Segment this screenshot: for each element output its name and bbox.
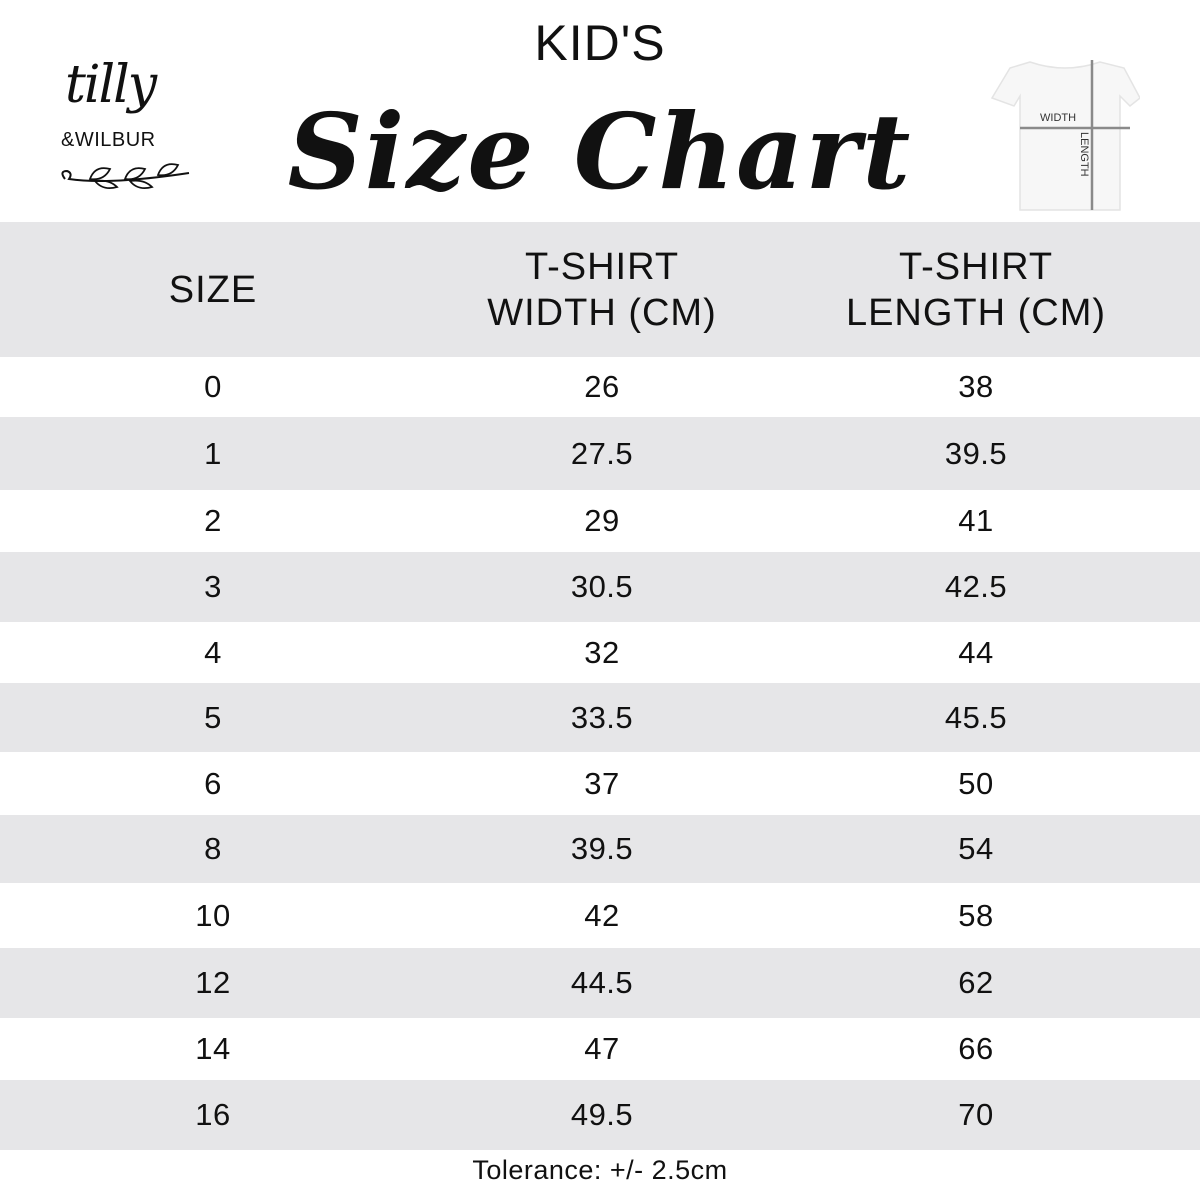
cell-length: 58	[958, 897, 994, 933]
cell-width: 26	[584, 369, 620, 404]
cell-size: 2	[204, 503, 222, 538]
table-row: 14 47 66	[0, 1018, 1200, 1080]
brand-logo: tilly &WILBUR	[55, 55, 205, 195]
cell-width: 27.5	[570, 435, 634, 471]
table-row: 8 39.5 54	[0, 815, 1200, 883]
table-row: 2 29 41	[0, 490, 1200, 552]
cell-size: 1	[204, 435, 222, 471]
column-header-width: T-SHIRT WIDTH (CM)	[487, 245, 717, 334]
cell-width: 30.5	[570, 569, 634, 604]
cell-length: 39.5	[944, 435, 1008, 471]
cell-length: 45.5	[944, 699, 1008, 735]
tshirt-measurement-diagram: WIDTH LENGTH	[990, 60, 1141, 220]
cell-size: 0	[204, 369, 222, 404]
cell-length: 54	[958, 831, 994, 866]
length-label: LENGTH	[1078, 132, 1090, 177]
cell-width: 32	[584, 634, 620, 670]
page-title: Size Chart	[287, 90, 913, 213]
cell-width: 39.5	[570, 831, 634, 866]
cell-length: 66	[958, 1031, 994, 1066]
table-header-row: SIZE T-SHIRT WIDTH (CM) T-SHIRT LENGTH (CM…	[0, 222, 1200, 357]
cell-length: 44	[958, 634, 994, 670]
cell-size: 4	[204, 634, 222, 670]
cell-length: 62	[958, 965, 994, 1000]
cell-size: 14	[195, 1031, 231, 1066]
cell-size: 6	[204, 765, 222, 801]
cell-length: 70	[958, 1097, 994, 1132]
width-label: WIDTH	[1040, 112, 1077, 124]
tolerance-note: Tolerance: +/- 2.5cm	[472, 1155, 728, 1185]
table-row: 12 44.5 62	[0, 948, 1200, 1018]
cell-size: 16	[195, 1097, 231, 1132]
logo-wordmark-tilly: tilly	[65, 55, 157, 115]
column-header-length: T-SHIRT LENGTH (CM)	[845, 245, 1107, 334]
cell-width: 33.5	[570, 699, 634, 735]
cell-length: 41	[958, 503, 994, 538]
table-row: 4 32 44	[0, 622, 1200, 683]
table-row: 16 49.5 70	[0, 1080, 1200, 1150]
cell-length: 50	[958, 765, 994, 801]
leaf-branch-icon	[61, 163, 190, 190]
table-row: 3 30.5 42.5	[0, 552, 1200, 622]
table-row: 10 42 58	[0, 883, 1200, 948]
cell-size: 3	[204, 569, 222, 604]
cell-width: 44.5	[570, 965, 634, 1000]
column-header-size: SIZE	[168, 268, 258, 311]
cell-width: 47	[584, 1031, 620, 1066]
size-table: SIZE T-SHIRT WIDTH (CM) T-SHIRT LENGTH (CM…	[0, 222, 1200, 1150]
logo-wordmark-wilbur: &WILBUR	[61, 129, 156, 151]
cell-width: 37	[584, 765, 620, 801]
cell-width: 49.5	[570, 1097, 634, 1132]
header-kicker: KID'S	[534, 15, 666, 71]
cell-length: 42.5	[944, 569, 1008, 604]
cell-width: 42	[584, 897, 620, 933]
table-row: 5 33.5 45.5	[0, 683, 1200, 752]
cell-length: 38	[958, 369, 994, 404]
cell-size: 10	[195, 897, 231, 933]
table-row: 6 37 50	[0, 752, 1200, 815]
cell-width: 29	[584, 503, 620, 538]
cell-size: 12	[195, 965, 231, 1000]
cell-size: 8	[204, 831, 222, 866]
table-row: 1 27.5 39.5	[0, 417, 1200, 490]
tshirt-icon	[990, 60, 1141, 211]
cell-size: 5	[204, 699, 222, 735]
table-row: 0 26 38	[0, 357, 1200, 417]
